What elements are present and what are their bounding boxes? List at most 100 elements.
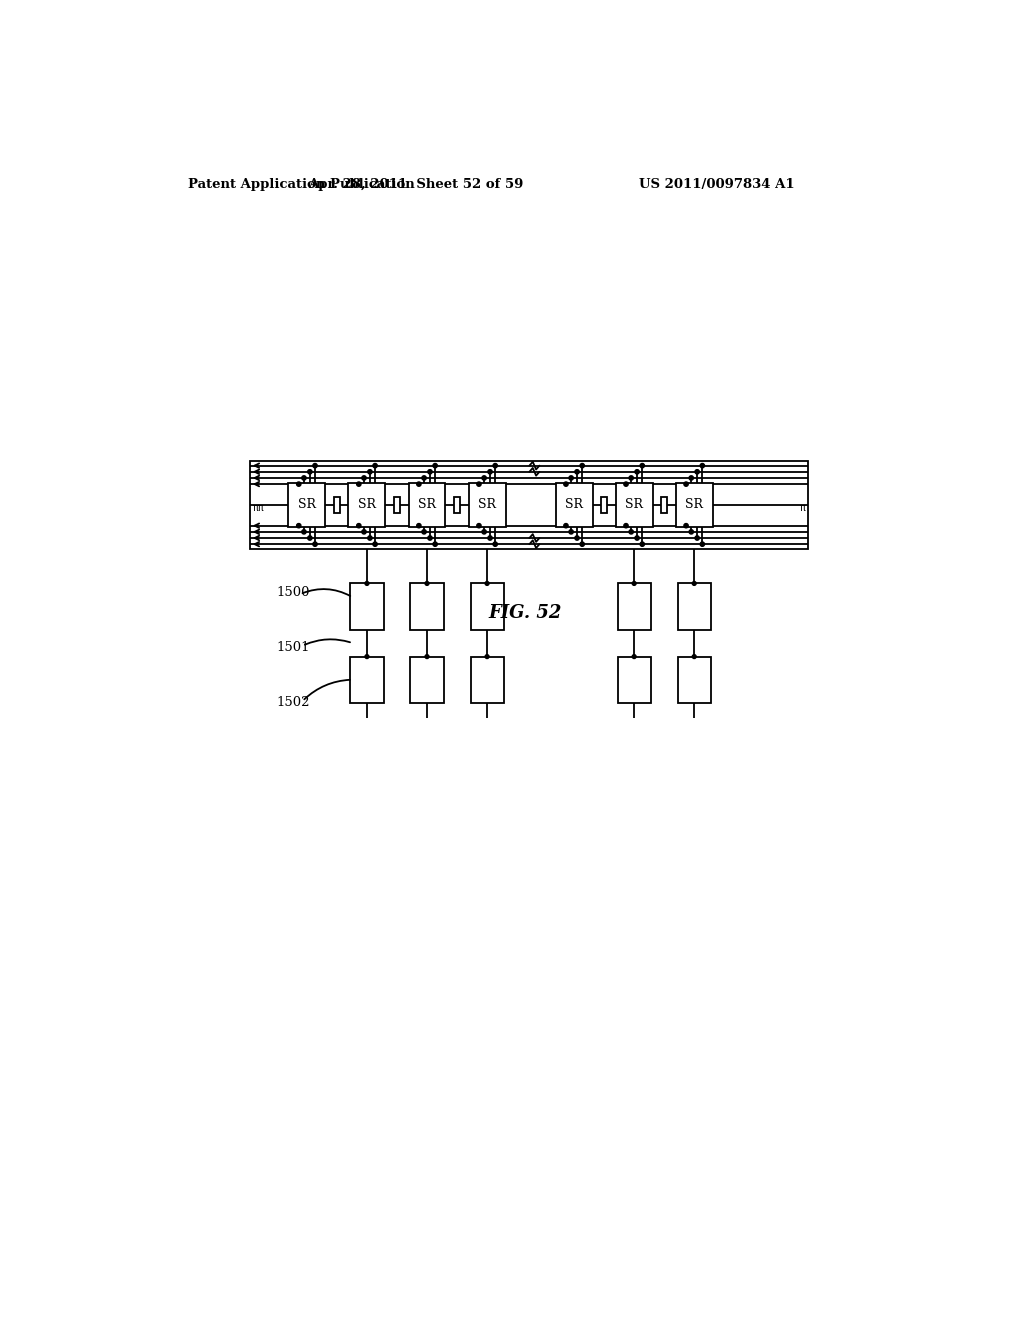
Bar xyxy=(469,483,506,527)
Bar xyxy=(678,656,711,702)
Text: 1501: 1501 xyxy=(276,640,310,653)
Circle shape xyxy=(640,463,644,467)
Circle shape xyxy=(477,482,481,486)
Bar xyxy=(334,498,340,512)
Circle shape xyxy=(425,655,429,659)
Text: SR: SR xyxy=(298,499,315,511)
Circle shape xyxy=(433,543,437,546)
Circle shape xyxy=(313,543,317,546)
Circle shape xyxy=(632,655,636,659)
Bar xyxy=(411,656,443,702)
Circle shape xyxy=(692,582,696,585)
Text: SR: SR xyxy=(625,499,643,511)
Text: Patent Application Publication: Patent Application Publication xyxy=(188,178,415,190)
Circle shape xyxy=(695,536,699,540)
Text: Apr. 28, 2011  Sheet 52 of 59: Apr. 28, 2011 Sheet 52 of 59 xyxy=(308,178,523,190)
Circle shape xyxy=(297,482,301,486)
Circle shape xyxy=(302,475,306,480)
Circle shape xyxy=(422,475,426,480)
Circle shape xyxy=(307,536,312,540)
Circle shape xyxy=(689,529,693,535)
Bar xyxy=(617,583,650,630)
Circle shape xyxy=(684,482,688,486)
Circle shape xyxy=(574,536,580,540)
Bar xyxy=(470,656,504,702)
Circle shape xyxy=(368,536,372,540)
Circle shape xyxy=(700,463,705,467)
Circle shape xyxy=(422,529,426,535)
Bar xyxy=(350,656,384,702)
Circle shape xyxy=(361,529,367,535)
Circle shape xyxy=(425,582,429,585)
Circle shape xyxy=(564,524,568,528)
Circle shape xyxy=(417,524,421,528)
Circle shape xyxy=(689,475,693,480)
Text: SR: SR xyxy=(685,499,703,511)
Circle shape xyxy=(574,470,580,474)
Circle shape xyxy=(373,543,377,546)
Circle shape xyxy=(365,582,369,585)
Circle shape xyxy=(356,482,361,486)
Text: SR: SR xyxy=(358,499,376,511)
Circle shape xyxy=(433,463,437,467)
Circle shape xyxy=(485,655,489,659)
Text: SR: SR xyxy=(418,499,436,511)
Bar xyxy=(348,483,385,527)
Circle shape xyxy=(580,543,585,546)
Circle shape xyxy=(356,524,361,528)
Circle shape xyxy=(635,536,639,540)
Circle shape xyxy=(368,470,372,474)
Circle shape xyxy=(373,463,377,467)
Text: 1500: 1500 xyxy=(276,586,310,599)
Bar xyxy=(470,583,504,630)
Text: 1502: 1502 xyxy=(276,696,310,709)
Circle shape xyxy=(428,536,432,540)
Bar xyxy=(455,498,460,512)
Circle shape xyxy=(640,543,644,546)
Bar xyxy=(676,483,713,527)
Circle shape xyxy=(624,482,628,486)
Bar xyxy=(289,483,326,527)
Bar xyxy=(350,583,384,630)
Bar xyxy=(250,461,808,549)
Bar xyxy=(678,583,711,630)
Bar xyxy=(394,498,399,512)
Circle shape xyxy=(485,582,489,585)
Circle shape xyxy=(482,529,486,535)
Text: FIG. 52: FIG. 52 xyxy=(488,603,561,622)
Circle shape xyxy=(629,475,633,480)
Circle shape xyxy=(313,463,317,467)
Circle shape xyxy=(302,529,306,535)
Circle shape xyxy=(493,543,498,546)
Circle shape xyxy=(297,524,301,528)
Bar xyxy=(615,483,652,527)
Text: π: π xyxy=(799,503,805,513)
Circle shape xyxy=(635,470,639,474)
Circle shape xyxy=(307,470,312,474)
Text: ππ: ππ xyxy=(252,503,264,513)
Circle shape xyxy=(477,524,481,528)
Circle shape xyxy=(482,475,486,480)
Bar xyxy=(556,483,593,527)
Circle shape xyxy=(684,524,688,528)
Text: SR: SR xyxy=(478,499,496,511)
Text: US 2011/0097834 A1: US 2011/0097834 A1 xyxy=(639,178,795,190)
Bar xyxy=(601,498,607,512)
Bar xyxy=(409,483,445,527)
Circle shape xyxy=(564,482,568,486)
Circle shape xyxy=(417,482,421,486)
Circle shape xyxy=(629,529,633,535)
Circle shape xyxy=(361,475,367,480)
Bar xyxy=(662,498,667,512)
Circle shape xyxy=(569,475,573,480)
Circle shape xyxy=(632,582,636,585)
Bar xyxy=(411,583,443,630)
Circle shape xyxy=(487,470,493,474)
Circle shape xyxy=(365,655,369,659)
Text: SR: SR xyxy=(565,499,583,511)
Circle shape xyxy=(487,536,493,540)
Circle shape xyxy=(428,470,432,474)
Circle shape xyxy=(700,543,705,546)
Circle shape xyxy=(580,463,585,467)
Circle shape xyxy=(624,524,628,528)
